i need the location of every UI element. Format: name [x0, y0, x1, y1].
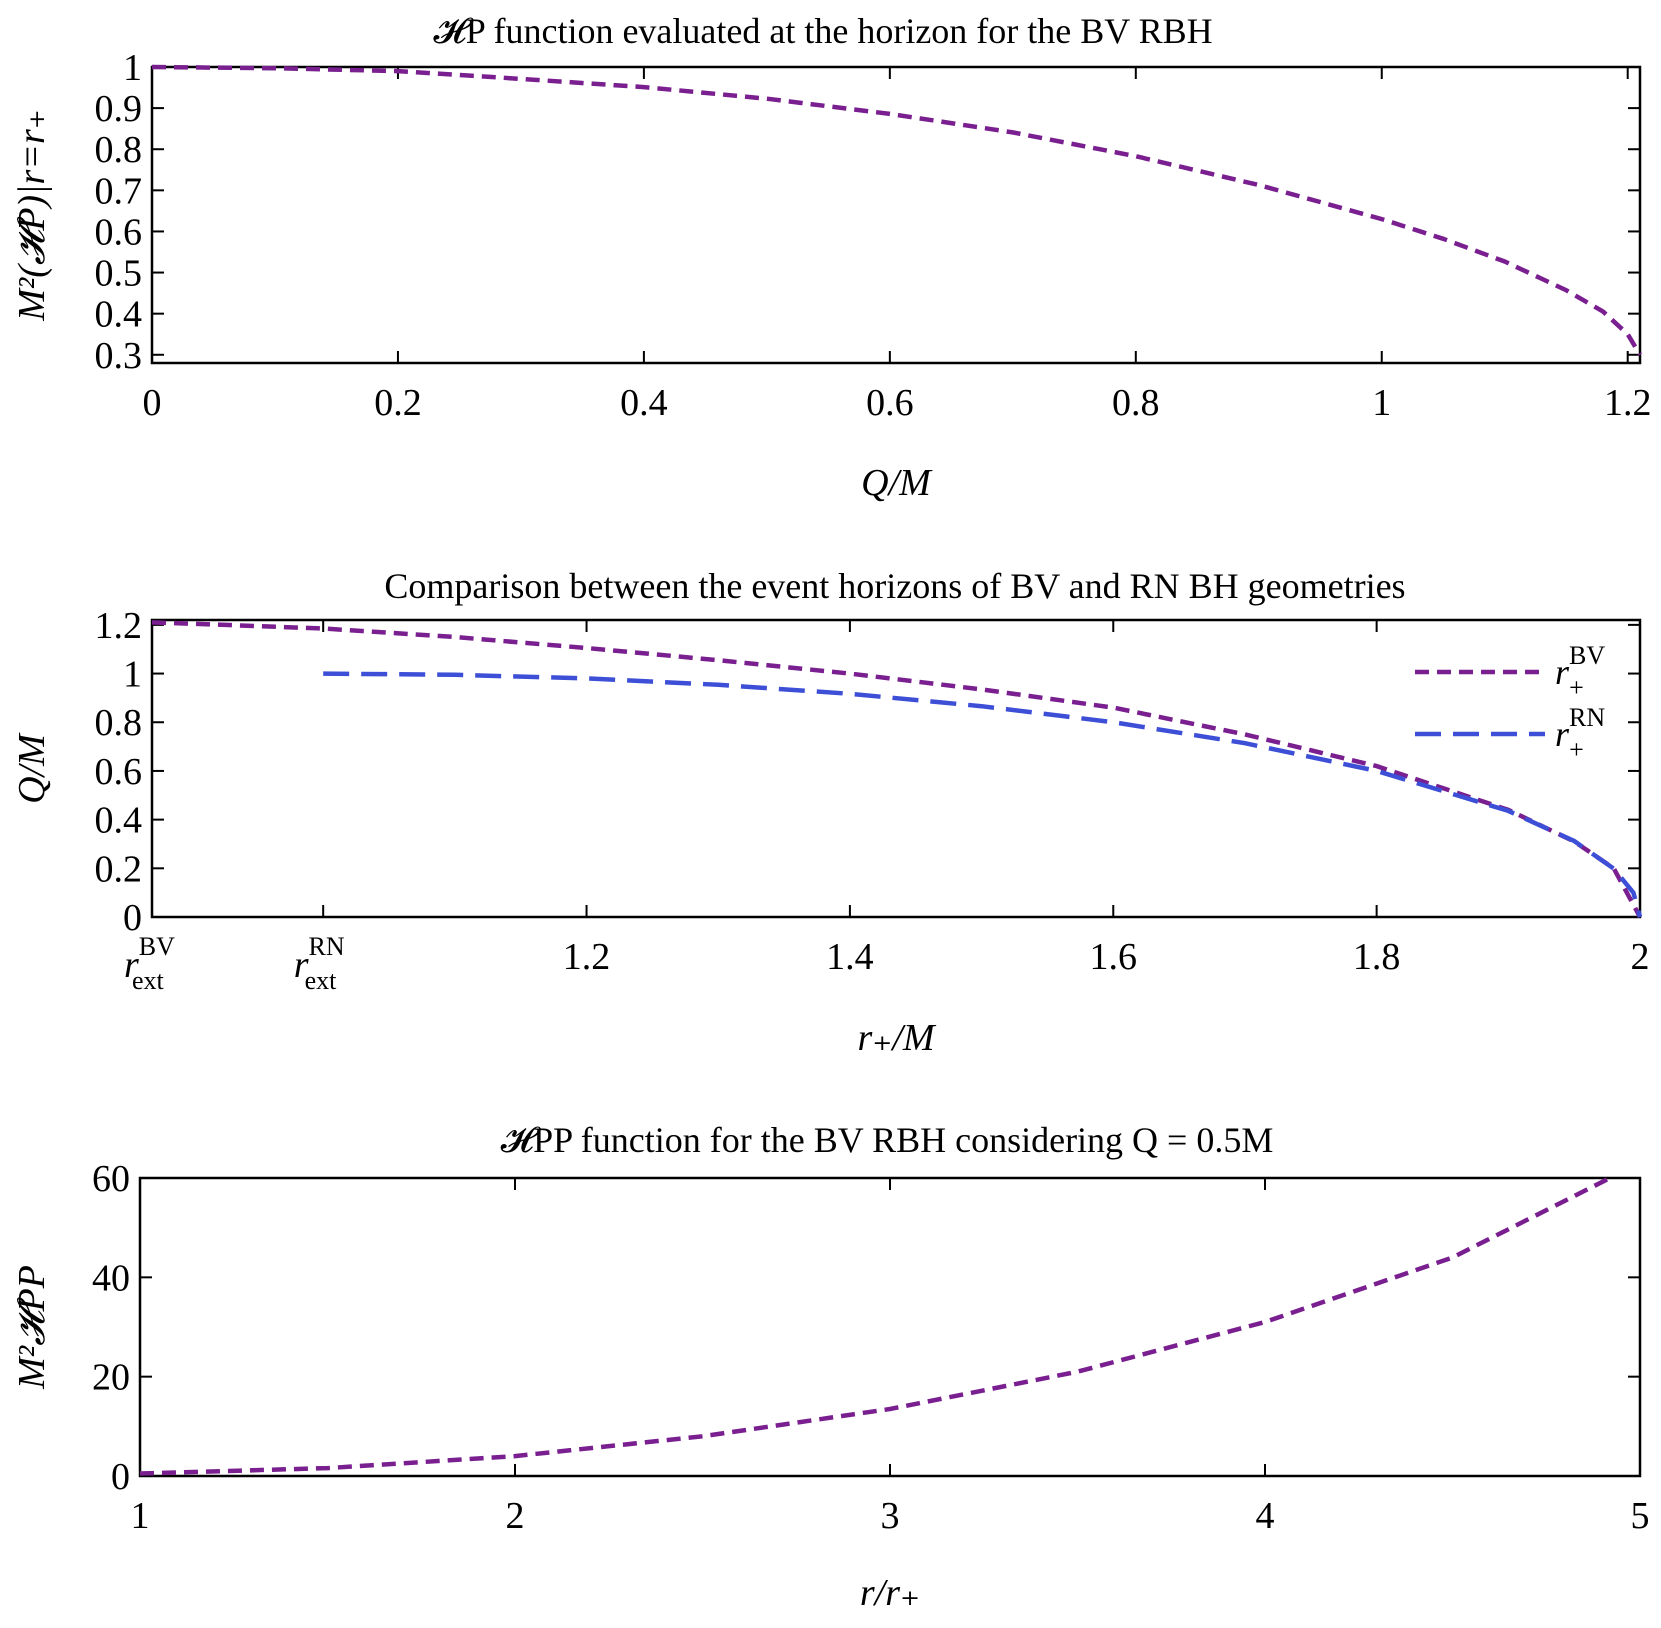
y-tick-label: 0 — [111, 1456, 130, 1498]
legend-base: r — [1555, 714, 1570, 754]
y-tick-label: 0.4 — [95, 800, 143, 842]
x-tick-label: 0.2 — [374, 382, 422, 424]
panel-2-legend: rBV +rRN + — [1415, 641, 1605, 764]
x-tick-label: 2 — [1631, 936, 1650, 978]
panel-2-plot — [151, 620, 1643, 919]
panel-3-x-axis-label: r/r₊ — [860, 1572, 920, 1614]
panel-3-x-ticks: 1 2 3 4 5 — [131, 1178, 1650, 1537]
series-line-0 — [151, 620, 1642, 919]
panel-3-frame — [138, 1176, 1642, 1478]
x-tick-label: 1.4 — [826, 936, 874, 978]
panel-3-y-axis-label: M²𝓗PP — [11, 1265, 53, 1390]
panel-1-x-ticks: 0 0.2 0.4 0.6 0.8 1 1.2 — [143, 67, 1652, 424]
panel-1-title: 𝓗P function evaluated at the horizon for… — [433, 11, 1212, 51]
x-tick-label: 1.8 — [1353, 936, 1401, 978]
special-tick-sub: ext — [305, 966, 338, 995]
special-tick-sup: BV — [139, 932, 175, 961]
y-tick-label: 0.9 — [95, 88, 143, 130]
panel-1-y-axis-label: M²(𝓗P)|r=r₊ — [11, 109, 53, 322]
panel-2-title: Comparison between the event horizons of… — [384, 566, 1405, 606]
y-tick-label: 20 — [92, 1357, 130, 1399]
x-tick-label: 4 — [1256, 1495, 1275, 1537]
series-line-0 — [151, 64, 1642, 356]
panel-1-plot — [151, 64, 1642, 356]
y-tick-label: 0 — [123, 897, 142, 939]
x-tick-label: 3 — [881, 1495, 900, 1537]
y-tick-label: 0.6 — [95, 751, 143, 793]
y-tick-label: 0.8 — [95, 702, 143, 744]
legend-sup: BV — [1569, 641, 1605, 670]
x-tick-label-special: rBV ext — [124, 932, 175, 995]
x-tick-label: 0 — [143, 382, 162, 424]
panel-2-x-axis-label: r₊/M — [857, 1017, 936, 1059]
x-tick-label: 1.2 — [1604, 382, 1652, 424]
panel-1-frame — [150, 65, 1642, 365]
legend-sup: RN — [1569, 703, 1605, 732]
x-tick-label: 2 — [506, 1495, 525, 1537]
series-line-1 — [323, 671, 1643, 918]
y-tick-label: 40 — [92, 1257, 130, 1299]
legend-entry-1: rRN + — [1555, 703, 1605, 764]
y-tick-label: 1 — [123, 47, 142, 89]
panel-3-plot — [139, 1175, 1612, 1476]
panel-horizon-comparison: Comparison between the event horizons of… — [11, 566, 1650, 1059]
special-tick-base: r — [124, 944, 139, 986]
y-tick-label: 0.5 — [95, 253, 143, 295]
panel-2-y-axis-label: Q/M — [11, 732, 53, 804]
x-tick-label: 1.6 — [1090, 936, 1138, 978]
panel-3-title: 𝓗PP function for the BV RBH considering … — [501, 1120, 1274, 1160]
panel-1-y-ticks: 0.30.40.50.60.70.80.91 — [95, 47, 1640, 377]
legend-sub: + — [1569, 673, 1584, 702]
legend-sub: + — [1569, 735, 1584, 764]
y-tick-label: 1.2 — [95, 605, 143, 647]
x-tick-label: 0.4 — [620, 382, 668, 424]
y-tick-label: 0.2 — [95, 848, 143, 890]
y-tick-label: 0.4 — [95, 294, 143, 336]
legend-base: r — [1555, 652, 1570, 692]
x-tick-label: 1.2 — [563, 936, 611, 978]
x-tick-label: 5 — [1631, 1495, 1650, 1537]
panel-2-y-ticks: 0 0.2 0.4 0.6 0.8 1 1.2 — [95, 605, 1640, 939]
x-tick-label: 0.6 — [866, 382, 914, 424]
y-tick-label: 0.6 — [95, 211, 143, 253]
panel-hpp: 𝓗PP function for the BV RBH considering … — [11, 1120, 1650, 1614]
y-tick-label: 0.7 — [95, 170, 143, 212]
panel-3-y-ticks: 0 20 40 60 — [92, 1158, 1640, 1498]
special-tick-sub: ext — [132, 966, 165, 995]
legend-entry-0: rBV + — [1555, 641, 1605, 702]
panel-1-x-axis-label: Q/M — [861, 462, 933, 504]
x-tick-label-special: rRN ext — [294, 932, 345, 995]
y-tick-label: 0.8 — [95, 129, 143, 171]
x-tick-label: 1 — [1372, 382, 1391, 424]
y-tick-label: 60 — [92, 1158, 130, 1200]
special-tick-sup: RN — [309, 932, 345, 961]
special-tick-base: r — [294, 944, 309, 986]
y-tick-label: 1 — [123, 654, 142, 696]
y-tick-label: 0.3 — [95, 335, 143, 377]
panel-2-frame — [150, 618, 1642, 919]
series-line-0 — [139, 1175, 1612, 1476]
x-tick-label: 1 — [131, 1495, 150, 1537]
x-tick-label: 0.8 — [1112, 382, 1160, 424]
panel-hp-horizon: 𝓗P function evaluated at the horizon for… — [11, 11, 1651, 504]
